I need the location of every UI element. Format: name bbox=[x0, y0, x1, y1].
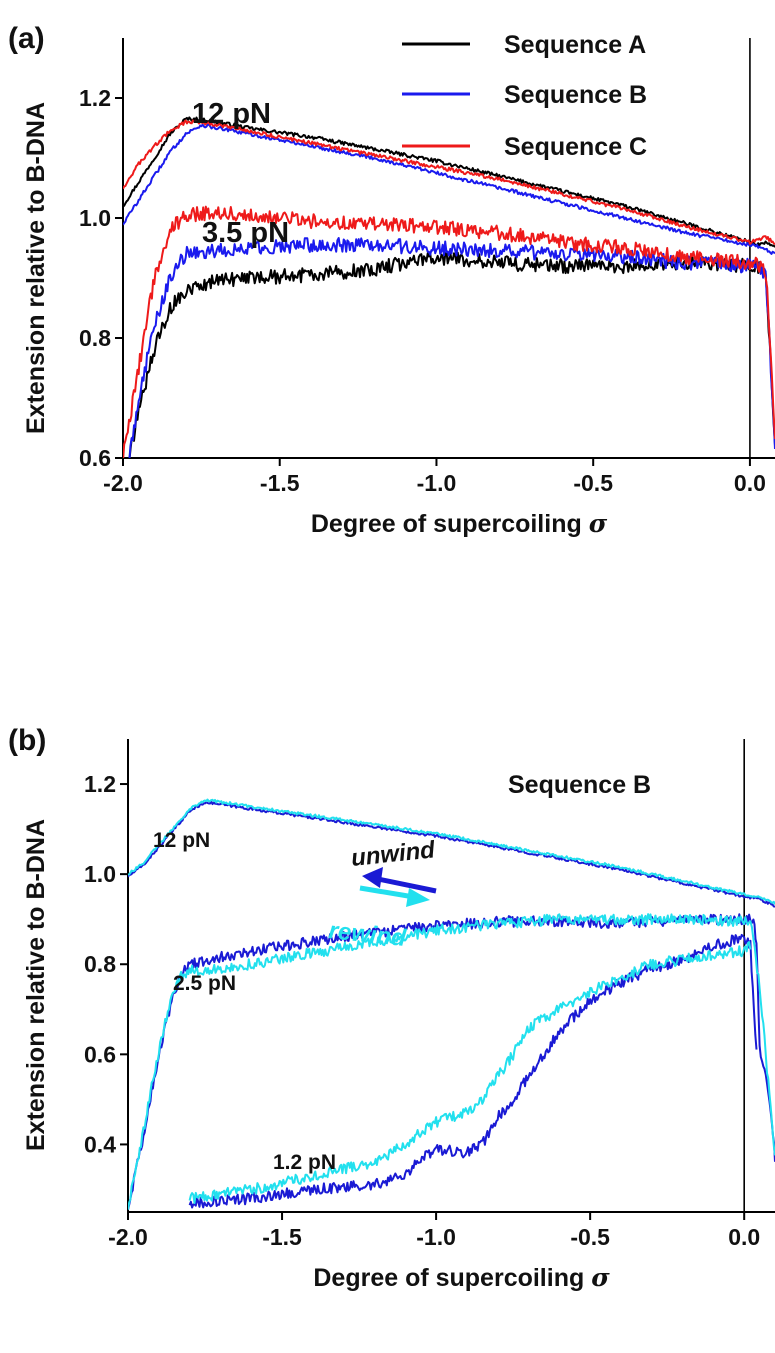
force-annotation-3-5pn: 3.5 pN bbox=[202, 217, 289, 249]
y-axis-title: Extension relative to B-DNA bbox=[22, 819, 50, 1151]
y-tick-label: 1.0 bbox=[79, 205, 111, 231]
unwind-label: unwind bbox=[350, 836, 438, 872]
force-annotation-12pn: 12 pN bbox=[192, 98, 271, 130]
x-axis-title: Degree of supercoiling σ bbox=[313, 1263, 610, 1292]
force-annotation-12pn: 12 pN bbox=[153, 829, 210, 852]
series-group bbox=[123, 116, 775, 458]
legend-label: Sequence C bbox=[504, 133, 647, 161]
x-tick-label: -1.0 bbox=[416, 1224, 456, 1250]
panel-label: (b) bbox=[8, 724, 46, 757]
series-line-sequence-b-12pn bbox=[123, 123, 775, 255]
series-line-sequence-a-3.5pn bbox=[128, 250, 775, 458]
rewind-arrow-head bbox=[406, 888, 430, 907]
series-line-sequence-b-3.5pn bbox=[128, 237, 775, 458]
sigma-symbol: σ bbox=[589, 509, 608, 538]
series-line-sequence-c-3.5pn bbox=[123, 205, 775, 458]
series-line-sequence-c-12pn bbox=[123, 119, 775, 246]
x-tick-label: -0.5 bbox=[570, 1224, 610, 1250]
x-tick-label: 0.0 bbox=[734, 470, 766, 496]
panel-label: (a) bbox=[8, 22, 45, 55]
y-tick-label: 0.8 bbox=[84, 951, 116, 977]
force-annotation-1-2pn: 1.2 pN bbox=[273, 1151, 336, 1174]
y-tick-label: 0.8 bbox=[79, 325, 111, 351]
series-line-unwind-1.2pn bbox=[188, 933, 758, 1209]
x-tick-label: -0.5 bbox=[573, 470, 613, 496]
sigma-symbol: σ bbox=[591, 1263, 610, 1292]
series-group bbox=[128, 798, 775, 1210]
x-tick-label: -2.0 bbox=[108, 1224, 148, 1250]
x-tick-label: -1.0 bbox=[417, 470, 457, 496]
unwind-arrow-head bbox=[362, 867, 383, 888]
y-axis-title: Extension relative to B-DNA bbox=[22, 102, 50, 434]
legend-label: Sequence B bbox=[504, 81, 647, 109]
x-tick-label: -1.5 bbox=[260, 470, 300, 496]
panel-b-title: Sequence B bbox=[508, 771, 651, 799]
y-tick-label: 0.4 bbox=[84, 1131, 116, 1157]
x-tick-label: -2.0 bbox=[103, 470, 143, 496]
y-tick-label: 0.6 bbox=[79, 445, 111, 471]
rewind-arrow-shaft bbox=[359, 885, 415, 900]
y-tick-label: 1.2 bbox=[84, 771, 116, 797]
legend-label: Sequence A bbox=[504, 31, 646, 59]
x-axis-title: Degree of supercoiling σ bbox=[311, 509, 608, 538]
y-tick-label: 1.2 bbox=[79, 85, 111, 111]
y-tick-label: 1.0 bbox=[84, 861, 116, 887]
x-axis-title-text: Degree of supercoiling bbox=[313, 1264, 591, 1292]
x-tick-label: -1.5 bbox=[262, 1224, 302, 1250]
x-tick-label: 0.0 bbox=[728, 1224, 760, 1250]
series-line-rewind-12pn bbox=[128, 798, 775, 905]
series-line-sequence-a-12pn bbox=[123, 116, 775, 248]
series-line-unwind-12pn bbox=[128, 800, 775, 908]
y-tick-label: 0.6 bbox=[84, 1041, 116, 1067]
x-axis-title-text: Degree of supercoiling bbox=[311, 510, 589, 538]
series-line-rewind-1.2pn bbox=[188, 941, 752, 1204]
unwind-arrow-shaft bbox=[377, 876, 437, 894]
force-annotation-2-5pn: 2.5 pN bbox=[173, 972, 236, 995]
series-line-rewind-2.5pn bbox=[128, 913, 775, 1210]
